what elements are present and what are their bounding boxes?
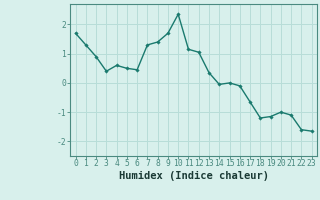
X-axis label: Humidex (Indice chaleur): Humidex (Indice chaleur) xyxy=(119,171,268,181)
